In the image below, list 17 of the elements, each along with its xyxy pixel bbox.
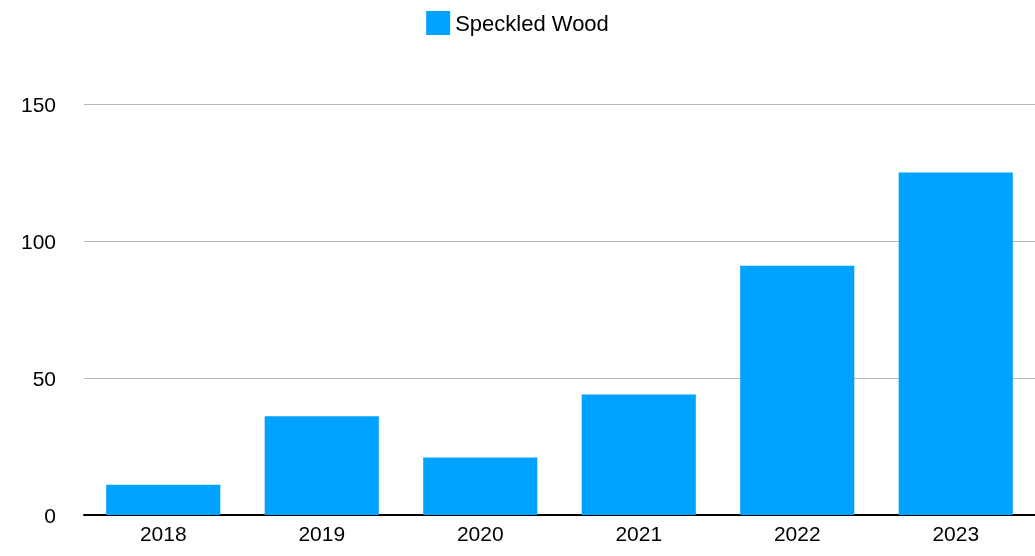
bar (106, 484, 221, 515)
x-tick-label: 2019 (298, 522, 346, 545)
y-tick-label: 50 (32, 366, 56, 390)
bar (898, 172, 1013, 515)
x-tick-label: 2023 (932, 522, 980, 545)
bar (740, 265, 855, 515)
x-tick-label: 2018 (139, 522, 187, 545)
legend-label: Speckled Wood (455, 10, 609, 36)
y-tick-label: 0 (44, 503, 56, 527)
x-tick-label: 2022 (773, 522, 821, 545)
y-tick-label: 100 (20, 229, 56, 253)
bar (264, 416, 379, 515)
y-tick-label: 150 (20, 92, 56, 116)
bar (581, 394, 696, 515)
bar (423, 457, 538, 515)
x-tick-label: 2020 (456, 522, 504, 545)
x-tick-label: 2021 (615, 522, 663, 545)
